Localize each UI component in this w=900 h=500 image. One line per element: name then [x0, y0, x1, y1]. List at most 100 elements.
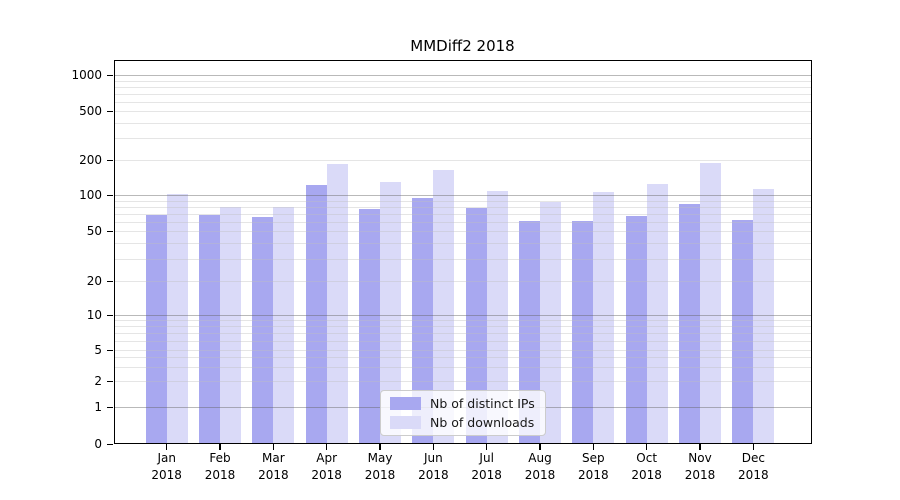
bar-nb-of-downloads-apr-2018: [326, 164, 348, 445]
x-tick-label-jan-2018: Jan 2018: [151, 451, 182, 482]
bar-nb-of-distinct-ips-sep-2018: [572, 220, 594, 445]
x-tick-sep-2018: [592, 444, 594, 451]
y-tick-label-1000: 1000: [71, 68, 102, 83]
gridline-900: [114, 80, 811, 82]
y-tick-0: [106, 443, 113, 445]
gridline-90: [114, 200, 811, 202]
bar-nb-of-distinct-ips-jun-2018: [412, 198, 434, 445]
bar-nb-of-downloads-jan-2018: [166, 194, 188, 445]
bar-nb-of-downloads-may-2018: [380, 181, 402, 445]
y-tick-label-100: 100: [79, 188, 102, 203]
legend-swatch-distinct-ips: [390, 397, 421, 410]
y-tick-label-2: 2: [94, 373, 102, 388]
bar-nb-of-distinct-ips-may-2018: [359, 208, 381, 445]
gridline-100: [114, 195, 811, 197]
y-tick-label-50: 50: [86, 224, 102, 239]
gridline-40: [114, 243, 811, 245]
gridline-500: [114, 111, 811, 113]
x-tick-jan-2018: [166, 444, 168, 451]
gridline-20: [114, 280, 811, 282]
x-tick-label-feb-2018: Feb 2018: [204, 451, 236, 482]
bar-nb-of-distinct-ips-mar-2018: [252, 217, 274, 445]
y-tick-1: [106, 407, 113, 409]
y-tick-500: [106, 111, 113, 113]
y-tick-5: [106, 350, 113, 352]
gridline-8: [114, 326, 811, 328]
bar-nb-of-distinct-ips-apr-2018: [305, 185, 327, 445]
legend-label-distinct-ips: Nb of distinct IPs: [430, 396, 535, 411]
bar-nb-of-downloads-dec-2018: [753, 189, 775, 445]
y-tick-label-0: 0: [94, 436, 102, 451]
x-tick-nov-2018: [699, 444, 701, 451]
x-tick-dec-2018: [752, 444, 754, 451]
gridline-1000: [114, 75, 811, 77]
x-tick-label-sep-2018: Sep 2018: [578, 451, 609, 482]
gridline-300: [114, 138, 811, 140]
x-tick-oct-2018: [646, 444, 648, 451]
bar-nb-of-distinct-ips-oct-2018: [625, 215, 647, 445]
y-tick-1000: [106, 75, 113, 77]
y-tick-20: [106, 280, 113, 282]
legend-item-downloads: Nb of downloads: [390, 415, 535, 430]
legend-swatch-downloads: [390, 416, 421, 429]
bar-nb-of-downloads-sep-2018: [593, 191, 615, 445]
gridline-5: [114, 350, 811, 351]
y-tick-label-1: 1: [94, 400, 102, 414]
gridline-80: [114, 206, 811, 208]
gridline-3: [114, 367, 811, 368]
x-tick-label-dec-2018: Dec 2018: [738, 451, 769, 482]
gridline-10: [114, 315, 811, 317]
y-tick-label-200: 200: [79, 152, 102, 167]
bar-nb-of-downloads-jun-2018: [433, 169, 455, 445]
y-tick-label-500: 500: [79, 104, 102, 119]
x-tick-jul-2018: [486, 444, 488, 451]
x-tick-label-nov-2018: Nov 2018: [684, 451, 716, 482]
bar-nb-of-downloads-feb-2018: [220, 207, 242, 445]
bar-nb-of-distinct-ips-feb-2018: [199, 214, 221, 445]
gridline-200: [114, 159, 811, 161]
y-tick-50: [106, 231, 113, 233]
x-tick-label-aug-2018: Aug 2018: [524, 451, 556, 482]
gridline-70: [114, 213, 811, 215]
x-tick-label-oct-2018: Oct 2018: [631, 451, 662, 482]
gridline-400: [114, 123, 811, 125]
gridline-7: [114, 333, 811, 335]
gridline-4: [114, 357, 811, 359]
bar-nb-of-downloads-jul-2018: [486, 191, 508, 445]
bar-nb-of-distinct-ips-aug-2018: [519, 221, 540, 445]
gridline-6: [114, 340, 811, 342]
x-tick-may-2018: [379, 444, 381, 451]
gridline-9: [114, 320, 811, 322]
bar-nb-of-distinct-ips-dec-2018: [732, 219, 754, 445]
bar-nb-of-downloads-oct-2018: [646, 184, 668, 445]
gridline-30: [114, 258, 811, 260]
x-tick-feb-2018: [219, 444, 221, 451]
x-tick-label-may-2018: May 2018: [364, 451, 396, 482]
x-tick-label-mar-2018: Mar 2018: [258, 451, 289, 482]
gridline-60: [114, 221, 811, 223]
x-tick-label-apr-2018: Apr 2018: [311, 451, 342, 482]
x-tick-mar-2018: [272, 444, 274, 451]
bar-nb-of-downloads-nov-2018: [700, 162, 721, 445]
y-tick-2: [106, 380, 113, 382]
bar-nb-of-distinct-ips-jan-2018: [145, 214, 167, 445]
y-tick-label-20: 20: [86, 273, 102, 288]
bar-nb-of-distinct-ips-jul-2018: [465, 207, 487, 445]
gridline-50: [114, 231, 811, 233]
legend-label-downloads: Nb of downloads: [430, 415, 535, 430]
y-tick-label-10: 10: [86, 308, 102, 323]
x-tick-label-jun-2018: Jun 2018: [418, 451, 449, 482]
gridline-600: [114, 101, 811, 103]
x-tick-label-jul-2018: Jul 2018: [471, 451, 502, 482]
bar-nb-of-downloads-aug-2018: [540, 201, 561, 445]
y-tick-label-5: 5: [94, 343, 102, 357]
bar-nb-of-distinct-ips-nov-2018: [679, 203, 700, 445]
gridline-800: [114, 86, 811, 88]
legend: Nb of distinct IPs Nb of downloads: [380, 390, 546, 436]
y-tick-100: [106, 195, 113, 197]
legend-item-distinct-ips: Nb of distinct IPs: [390, 396, 535, 411]
x-tick-apr-2018: [326, 444, 328, 451]
gridline-700: [114, 93, 811, 95]
